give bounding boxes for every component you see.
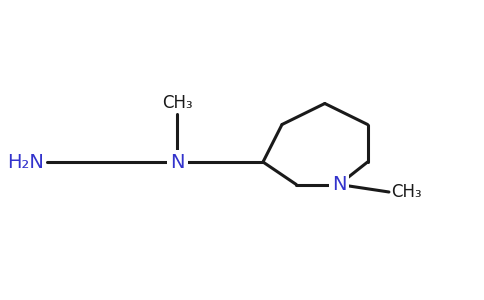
Text: CH₃: CH₃ — [162, 94, 193, 112]
Text: N: N — [170, 152, 185, 172]
Text: N: N — [332, 175, 346, 194]
Text: H₂N: H₂N — [8, 152, 45, 172]
Text: CH₃: CH₃ — [392, 183, 422, 201]
